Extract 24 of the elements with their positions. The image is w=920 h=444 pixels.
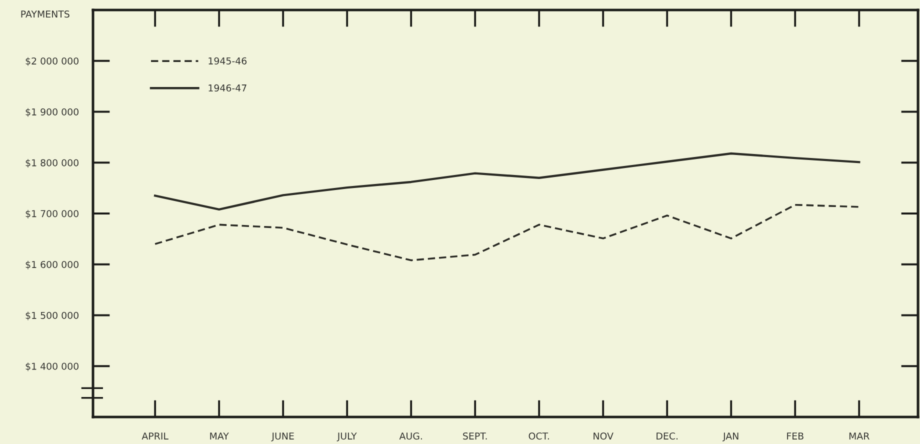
y-tick-label: $1 400 000 [26,362,78,372]
x-tick-label: MAR [849,432,870,440]
x-tick-label: NOV [594,432,614,440]
y-tick-label: $1 700 000 [26,210,78,218]
line-series [154,204,860,262]
y-tick-label: $1 500 000 [26,312,78,320]
x-tick-label: DEC. [656,432,678,440]
x-tick-label: JULY [336,432,357,442]
x-tick-label: FEB [787,432,804,440]
line-series [154,152,860,211]
x-tick-label: JUNE [271,432,294,442]
legend-label: 1945-46 [208,57,247,64]
y-tick-label: $1 600 000 [26,260,78,270]
y-tick-label: $1 900 000 [26,108,78,117]
x-tick-label: APRIL [142,432,168,440]
x-tick-label: AUG. [399,432,422,440]
y-tick-label: $1 800 000 [26,159,78,168]
legend-label: 1946-47 [208,84,246,92]
x-tick-label: JAN [722,432,738,442]
x-tick-label: OCT. [528,432,549,440]
y-axis-title: PAYMENTS [21,10,70,18]
x-tick-label: SEPT. [463,432,487,440]
x-tick-label: MAY [210,432,229,440]
y-tick-label: $2 000 000 [26,57,78,66]
